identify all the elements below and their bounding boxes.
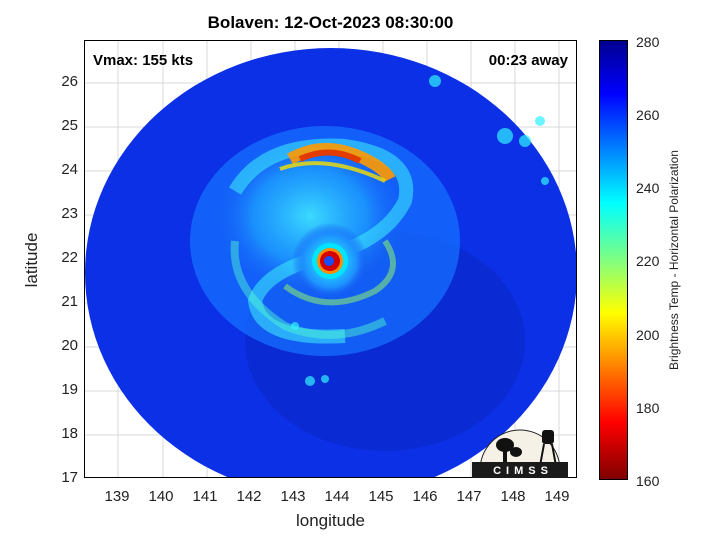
y-tick: 21 bbox=[61, 293, 78, 310]
colorbar-tick: 160 bbox=[636, 473, 660, 489]
x-tick: 140 bbox=[148, 488, 174, 505]
x-tick: 144 bbox=[324, 488, 350, 505]
satellite-image-plot bbox=[84, 40, 577, 478]
x-tick: 143 bbox=[280, 488, 306, 505]
y-axis-label: latitude bbox=[22, 232, 41, 288]
eye bbox=[324, 256, 334, 266]
microwave-imagery bbox=[85, 41, 576, 477]
y-tick: 22 bbox=[61, 249, 78, 266]
colorbar-tick: 220 bbox=[636, 253, 660, 269]
y-tick: 26 bbox=[61, 73, 78, 90]
y-tick: 23 bbox=[61, 205, 78, 222]
y-tick: 19 bbox=[61, 381, 78, 398]
vmax-label: Vmax: 155 kts bbox=[93, 52, 194, 69]
plot-title: Bolaven: 12-Oct-2023 08:30:00 bbox=[207, 13, 454, 32]
colorbar-label: Brightness Temp - Horizontal Polarizatio… bbox=[667, 150, 681, 370]
x-axis-label: longitude bbox=[295, 511, 365, 530]
y-tick: 24 bbox=[61, 161, 78, 178]
x-tick: 146 bbox=[412, 488, 438, 505]
time-away-label: 00:23 away bbox=[488, 52, 568, 69]
y-tick: 25 bbox=[61, 117, 78, 134]
x-tick: 145 bbox=[368, 488, 394, 505]
cimss-logo bbox=[472, 429, 568, 478]
colorbar-gradient bbox=[600, 41, 627, 479]
colorbar-tick: 240 bbox=[636, 180, 660, 196]
x-tick: 139 bbox=[104, 488, 130, 505]
colorbar bbox=[599, 40, 628, 480]
y-tick: 18 bbox=[61, 425, 78, 442]
cimss-logo-text: CIMSS bbox=[493, 465, 553, 477]
colorbar-tick: 260 bbox=[636, 107, 660, 123]
x-tick: 142 bbox=[236, 488, 262, 505]
water-tower-icon bbox=[542, 430, 554, 444]
satellite-dish-icon bbox=[496, 438, 514, 452]
x-tick: 148 bbox=[500, 488, 526, 505]
y-tick: 20 bbox=[61, 337, 78, 354]
x-tick: 141 bbox=[192, 488, 218, 505]
x-tick: 149 bbox=[544, 488, 570, 505]
y-tick: 17 bbox=[61, 469, 78, 486]
colorbar-tick: 200 bbox=[636, 327, 660, 343]
colorbar-tick: 280 bbox=[636, 34, 660, 50]
convective-arc bbox=[287, 143, 396, 183]
colorbar-tick: 180 bbox=[636, 400, 660, 416]
x-tick: 147 bbox=[456, 488, 482, 505]
